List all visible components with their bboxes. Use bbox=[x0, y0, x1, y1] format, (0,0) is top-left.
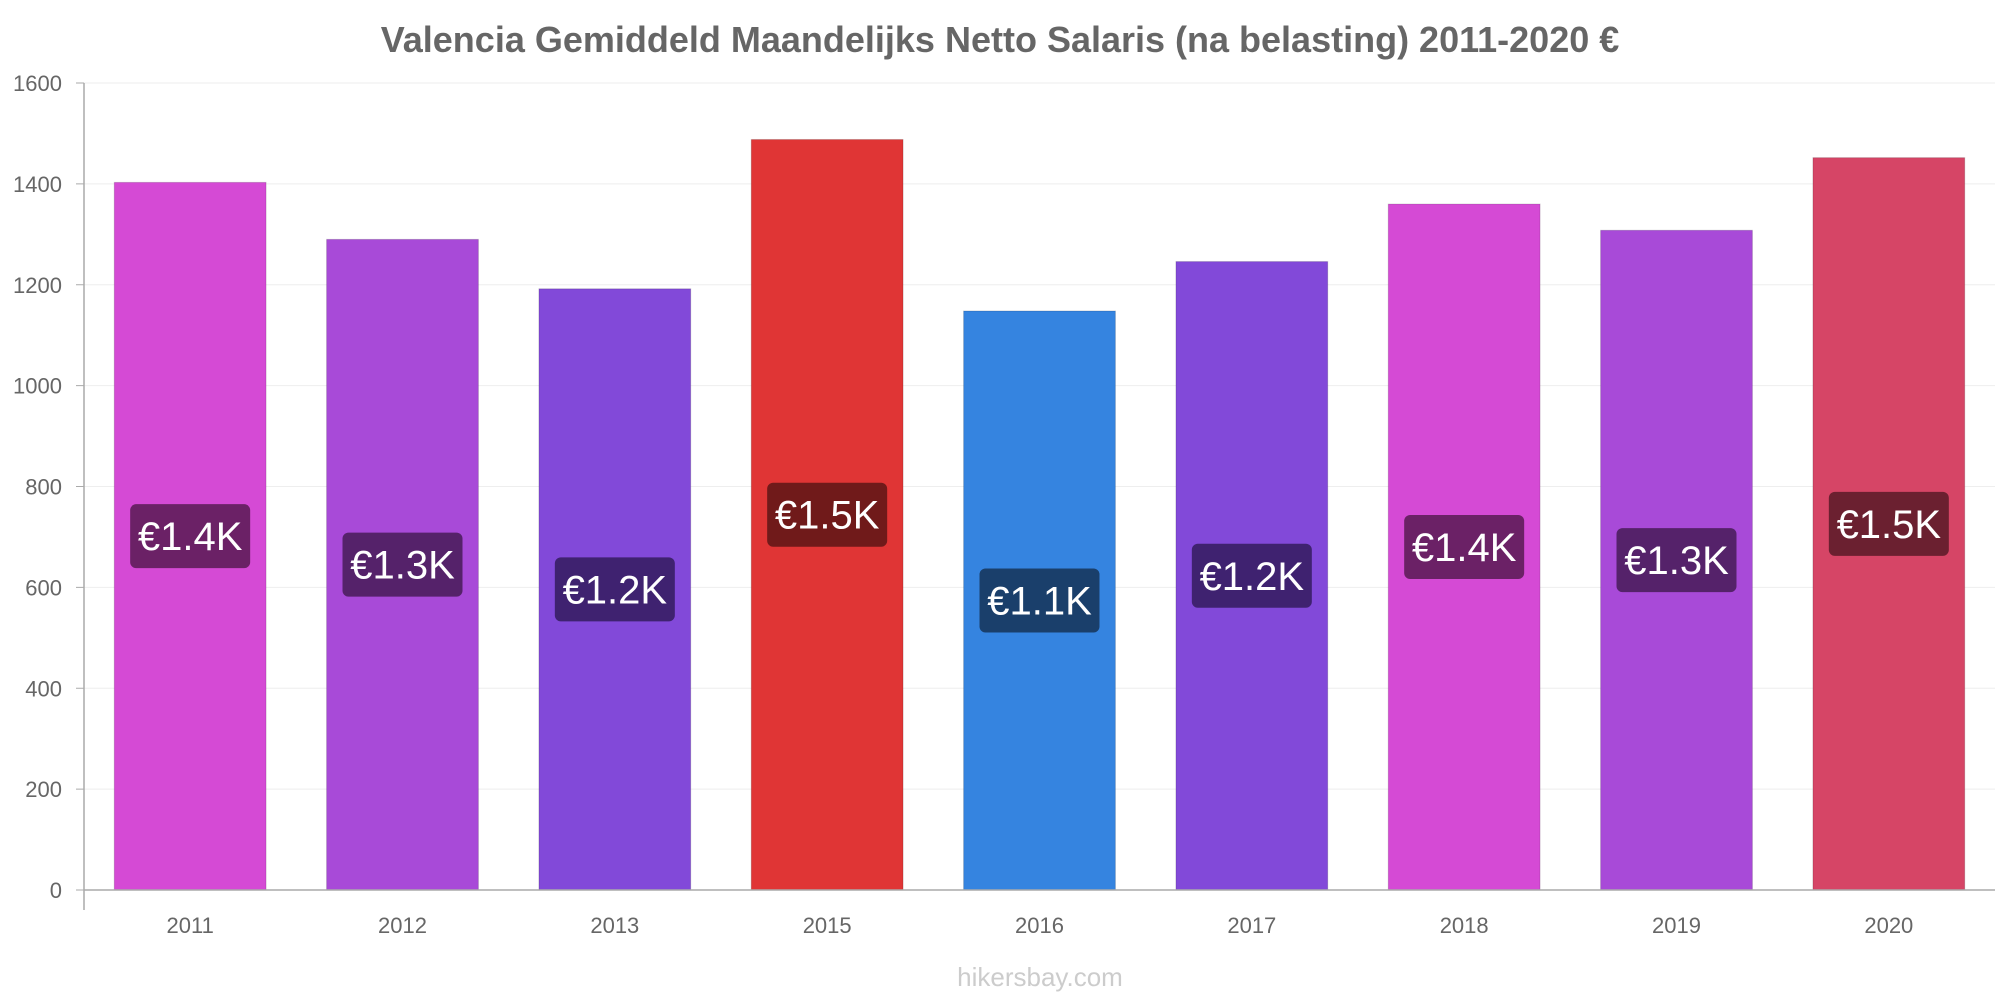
y-tick-label: 400 bbox=[25, 676, 62, 701]
watermark: hikersbay.com bbox=[957, 962, 1123, 992]
data-label: €1.5K bbox=[1837, 503, 1942, 547]
x-tick-label: 2015 bbox=[803, 913, 852, 938]
y-tick-label: 600 bbox=[25, 575, 62, 600]
data-label-badge bbox=[1191, 543, 1312, 608]
x-tick-label: 2017 bbox=[1227, 913, 1276, 938]
data-label-badge bbox=[979, 568, 1100, 633]
y-tick-label: 1200 bbox=[13, 273, 62, 298]
data-labels: €1.4K €1.3K €1.2K €1.5K €1.1K €1.2K €1.4K €1.3K… bbox=[130, 482, 1949, 633]
x-tick-label: 2016 bbox=[1015, 913, 1064, 938]
data-label-badge bbox=[767, 482, 888, 547]
data-label: €1.3K bbox=[350, 544, 455, 588]
x-tick-label: 2011 bbox=[167, 913, 214, 938]
x-tick-label: 2013 bbox=[590, 913, 639, 938]
x-tick-label: 2020 bbox=[1864, 913, 1913, 938]
bars bbox=[113, 138, 1966, 891]
data-label: €1.3K bbox=[1624, 539, 1729, 583]
data-label: €1.4K bbox=[1412, 526, 1517, 570]
data-label-badge bbox=[1616, 528, 1737, 593]
y-axis: 0 200 400 600 800 1000 1200 1400 1600 bbox=[13, 71, 85, 910]
y-tick-label: 200 bbox=[25, 777, 62, 802]
y-tick-label: 1400 bbox=[13, 172, 62, 197]
y-tick-label: 800 bbox=[25, 475, 62, 500]
data-label: €1.5K bbox=[775, 494, 880, 538]
data-label-badge bbox=[342, 532, 463, 597]
data-label: €1.1K bbox=[987, 579, 1092, 623]
data-label: €1.2K bbox=[563, 568, 668, 612]
data-label: €1.2K bbox=[1200, 555, 1305, 599]
data-label-badge bbox=[1828, 491, 1949, 556]
y-tick-label: 1600 bbox=[13, 71, 62, 96]
x-tick-label: 2012 bbox=[378, 913, 427, 938]
x-tick-label: 2019 bbox=[1652, 913, 1701, 938]
data-label: €1.4K bbox=[138, 515, 243, 559]
chart-title: Valencia Gemiddeld Maandelijks Netto Sal… bbox=[381, 19, 1620, 60]
x-tick-label: 2018 bbox=[1440, 913, 1489, 938]
data-label-badge bbox=[554, 557, 675, 622]
data-label-badge bbox=[1404, 515, 1525, 580]
x-axis: 2011 2012 2013 2015 2016 2017 2018 2019 2020 bbox=[84, 889, 1995, 938]
y-tick-label: 0 bbox=[50, 878, 62, 903]
data-label-badge bbox=[130, 504, 251, 569]
y-tick-label: 1000 bbox=[13, 374, 62, 399]
